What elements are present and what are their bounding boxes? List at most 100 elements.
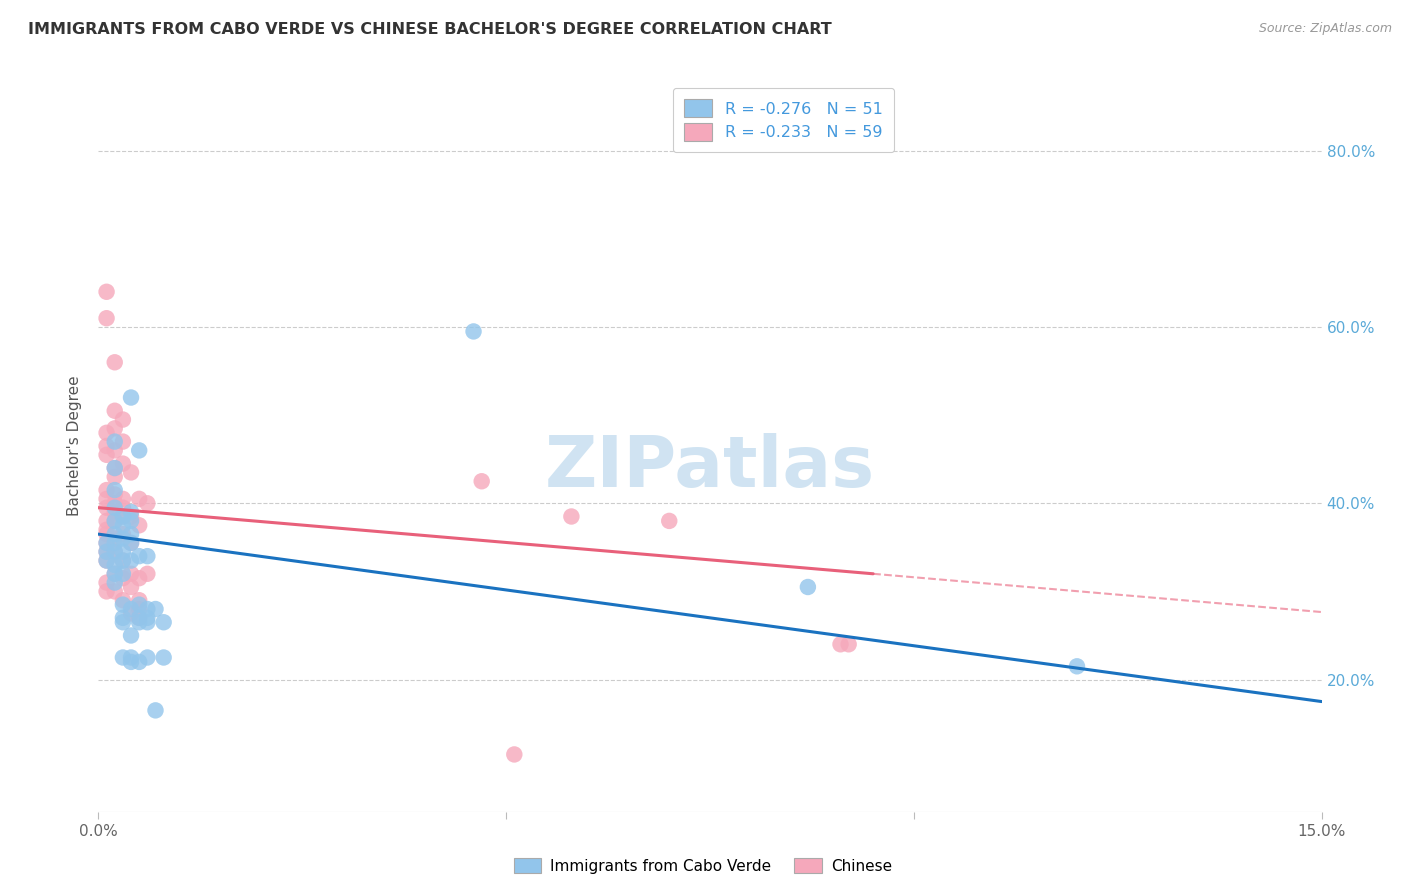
Point [111,553,134,567]
Point [96,448,118,462]
Point [120,566,142,581]
Point [120,655,142,669]
Point [96,545,118,559]
Point [104,505,127,519]
Point [111,491,134,506]
Legend: Immigrants from Cabo Verde, Chinese: Immigrants from Cabo Verde, Chinese [508,852,898,880]
Point [120,514,142,528]
Legend: R = -0.276   N = 51, R = -0.233   N = 59: R = -0.276 N = 51, R = -0.233 N = 59 [672,88,894,152]
Point [1066,659,1088,673]
Point [96,425,118,440]
Point [128,491,150,506]
Point [104,461,127,475]
Point [104,421,127,435]
Point [104,575,127,590]
Point [111,545,134,559]
Point [136,615,159,630]
Point [104,527,127,541]
Point [797,580,820,594]
Point [104,500,127,515]
Point [96,523,118,537]
Point [96,500,118,515]
Point [128,518,150,533]
Point [838,637,860,651]
Point [104,434,127,449]
Point [503,747,526,762]
Point [120,607,142,621]
Point [104,514,127,528]
Point [111,509,134,524]
Point [128,593,150,607]
Point [111,571,134,585]
Point [111,457,134,471]
Point [128,598,150,612]
Point [111,553,134,567]
Point [111,532,134,546]
Point [136,496,159,510]
Point [111,611,134,625]
Point [104,470,127,484]
Point [111,412,134,426]
Point [111,509,134,524]
Point [104,461,127,475]
Point [111,615,134,630]
Point [104,584,127,599]
Point [111,527,134,541]
Point [104,403,127,417]
Point [111,593,134,607]
Point [152,615,174,630]
Text: IMMIGRANTS FROM CABO VERDE VS CHINESE BACHELOR'S DEGREE CORRELATION CHART: IMMIGRANTS FROM CABO VERDE VS CHINESE BA… [28,22,832,37]
Point [111,518,134,533]
Point [96,584,118,599]
Point [104,443,127,458]
Point [96,483,118,497]
Point [136,549,159,563]
Point [96,514,118,528]
Point [152,650,174,665]
Point [96,311,118,326]
Point [145,602,167,616]
Point [96,439,118,453]
Point [120,628,142,642]
Point [96,536,118,550]
Point [104,355,127,369]
Text: Source: ZipAtlas.com: Source: ZipAtlas.com [1258,22,1392,36]
Point [128,443,150,458]
Point [104,483,127,497]
Point [104,532,127,546]
Point [104,496,127,510]
Point [128,615,150,630]
Point [463,325,485,339]
Point [111,650,134,665]
Point [104,566,127,581]
Point [128,611,150,625]
Point [111,500,134,515]
Y-axis label: Bachelor's Degree: Bachelor's Degree [67,376,83,516]
Point [104,487,127,501]
Point [96,285,118,299]
Point [104,558,127,572]
Point [471,475,494,489]
Point [96,553,118,567]
Point [120,466,142,480]
Point [104,536,127,550]
Point [96,536,118,550]
Point [104,566,127,581]
Point [830,637,852,651]
Point [120,527,142,541]
Point [120,505,142,519]
Point [128,602,150,616]
Point [145,703,167,717]
Point [658,514,681,528]
Point [104,545,127,559]
Point [136,566,159,581]
Point [120,602,142,616]
Point [96,527,118,541]
Point [128,611,150,625]
Point [104,514,127,528]
Point [136,611,159,625]
Point [111,566,134,581]
Point [128,549,150,563]
Point [96,491,118,506]
Point [120,536,142,550]
